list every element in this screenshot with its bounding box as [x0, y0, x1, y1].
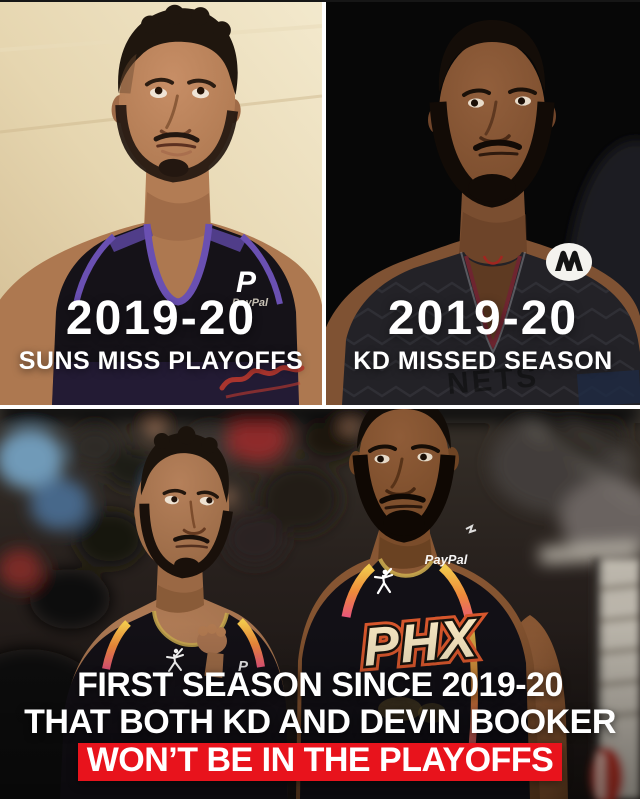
panel-both-now: PayPal PHX PHX	[0, 409, 640, 799]
caption-line-1: FIRST SEASON SINCE 2019-20	[77, 666, 563, 704]
kd-figure-2019: NETS	[326, 20, 640, 405]
caption-booker-2019: 2019-20 SUNS MISS PLAYOFFS	[0, 295, 322, 376]
caption-line-2: THAT BOTH KD AND DEVIN BOOKER	[24, 703, 616, 741]
horizontal-divider	[0, 405, 640, 409]
caption-label: KD MISSED SEASON	[353, 347, 613, 375]
booker-kd-now-photo: PayPal PHX PHX	[0, 409, 640, 799]
kd-2019-photo: NETS	[326, 0, 640, 405]
top-row: P PayPal 2019-20 SUNS MISS PLAYOFFS	[0, 0, 640, 405]
caption-line-3-highlight: WON’T BE IN THE PLAYOFFS	[77, 743, 563, 781]
vertical-divider	[322, 0, 326, 405]
panel-booker-2019: P PayPal 2019-20 SUNS MISS PLAYOFFS	[0, 0, 322, 405]
kd-nets-jersey: NETS	[342, 243, 640, 405]
jersey-script-decoration	[219, 365, 305, 391]
jersey-ghost-text: NETS	[446, 360, 541, 401]
top-edge-strip	[0, 0, 640, 2]
booker-figure-2019: P PayPal	[0, 4, 322, 405]
motorola-icon	[555, 250, 583, 271]
paypal-wordmark: PayPal	[232, 297, 269, 309]
booker-2019-photo: P PayPal	[0, 0, 322, 405]
year-label: 2019-20	[65, 292, 257, 345]
paypal-p-icon: P	[236, 266, 257, 299]
necklace	[482, 255, 504, 265]
caption-bottom: FIRST SEASON SINCE 2019-20 THAT BOTH KD …	[0, 667, 640, 781]
caption-kd-2019: 2019-20 KD MISSED SEASON	[326, 295, 640, 376]
year-label: 2019-20	[387, 292, 579, 345]
booker-jersey-2019: P PayPal	[52, 223, 305, 405]
panel-kd-2019: NETS 2019-20 KD MISSED SEASON	[326, 0, 640, 405]
caption-label: SUNS MISS PLAYOFFS	[18, 347, 304, 375]
